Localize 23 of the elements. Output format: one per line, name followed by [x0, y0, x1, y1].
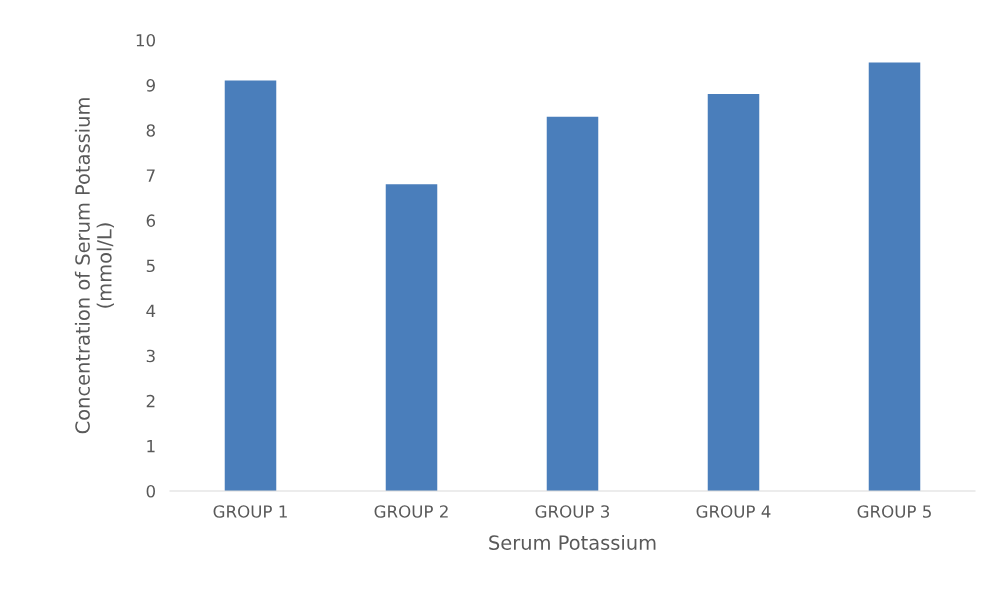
- x-tick-label: GROUP 1: [213, 505, 287, 518]
- bar: [385, 184, 438, 491]
- y-axis-title: Concentration of Serum Potassium (mmol/L): [74, 98, 114, 434]
- x-tick-label: GROUP 5: [857, 505, 931, 518]
- bar: [224, 80, 277, 491]
- bar: [868, 62, 921, 491]
- y-tick-label: 1: [147, 440, 155, 453]
- bar: [546, 116, 599, 491]
- x-tick-label: GROUP 3: [535, 505, 610, 518]
- bar: [707, 94, 760, 491]
- x-axis-title: Serum Potassium: [489, 534, 656, 550]
- y-tick-label: 0: [146, 484, 155, 498]
- y-tick-label: 5: [146, 259, 155, 273]
- y-tick-label: 7: [146, 169, 155, 182]
- x-tick-label: GROUP 4: [696, 505, 771, 518]
- y-tick-label: 2: [146, 394, 155, 408]
- y-tick-label: 10: [136, 33, 155, 47]
- y-tick-label: 6: [146, 214, 156, 227]
- y-tick-label: 9: [146, 79, 155, 92]
- y-tick-label: 8: [146, 124, 155, 137]
- y-tick-label: 4: [146, 304, 156, 317]
- y-tick-label: 3: [146, 349, 155, 363]
- x-tick-label: GROUP 2: [374, 505, 448, 518]
